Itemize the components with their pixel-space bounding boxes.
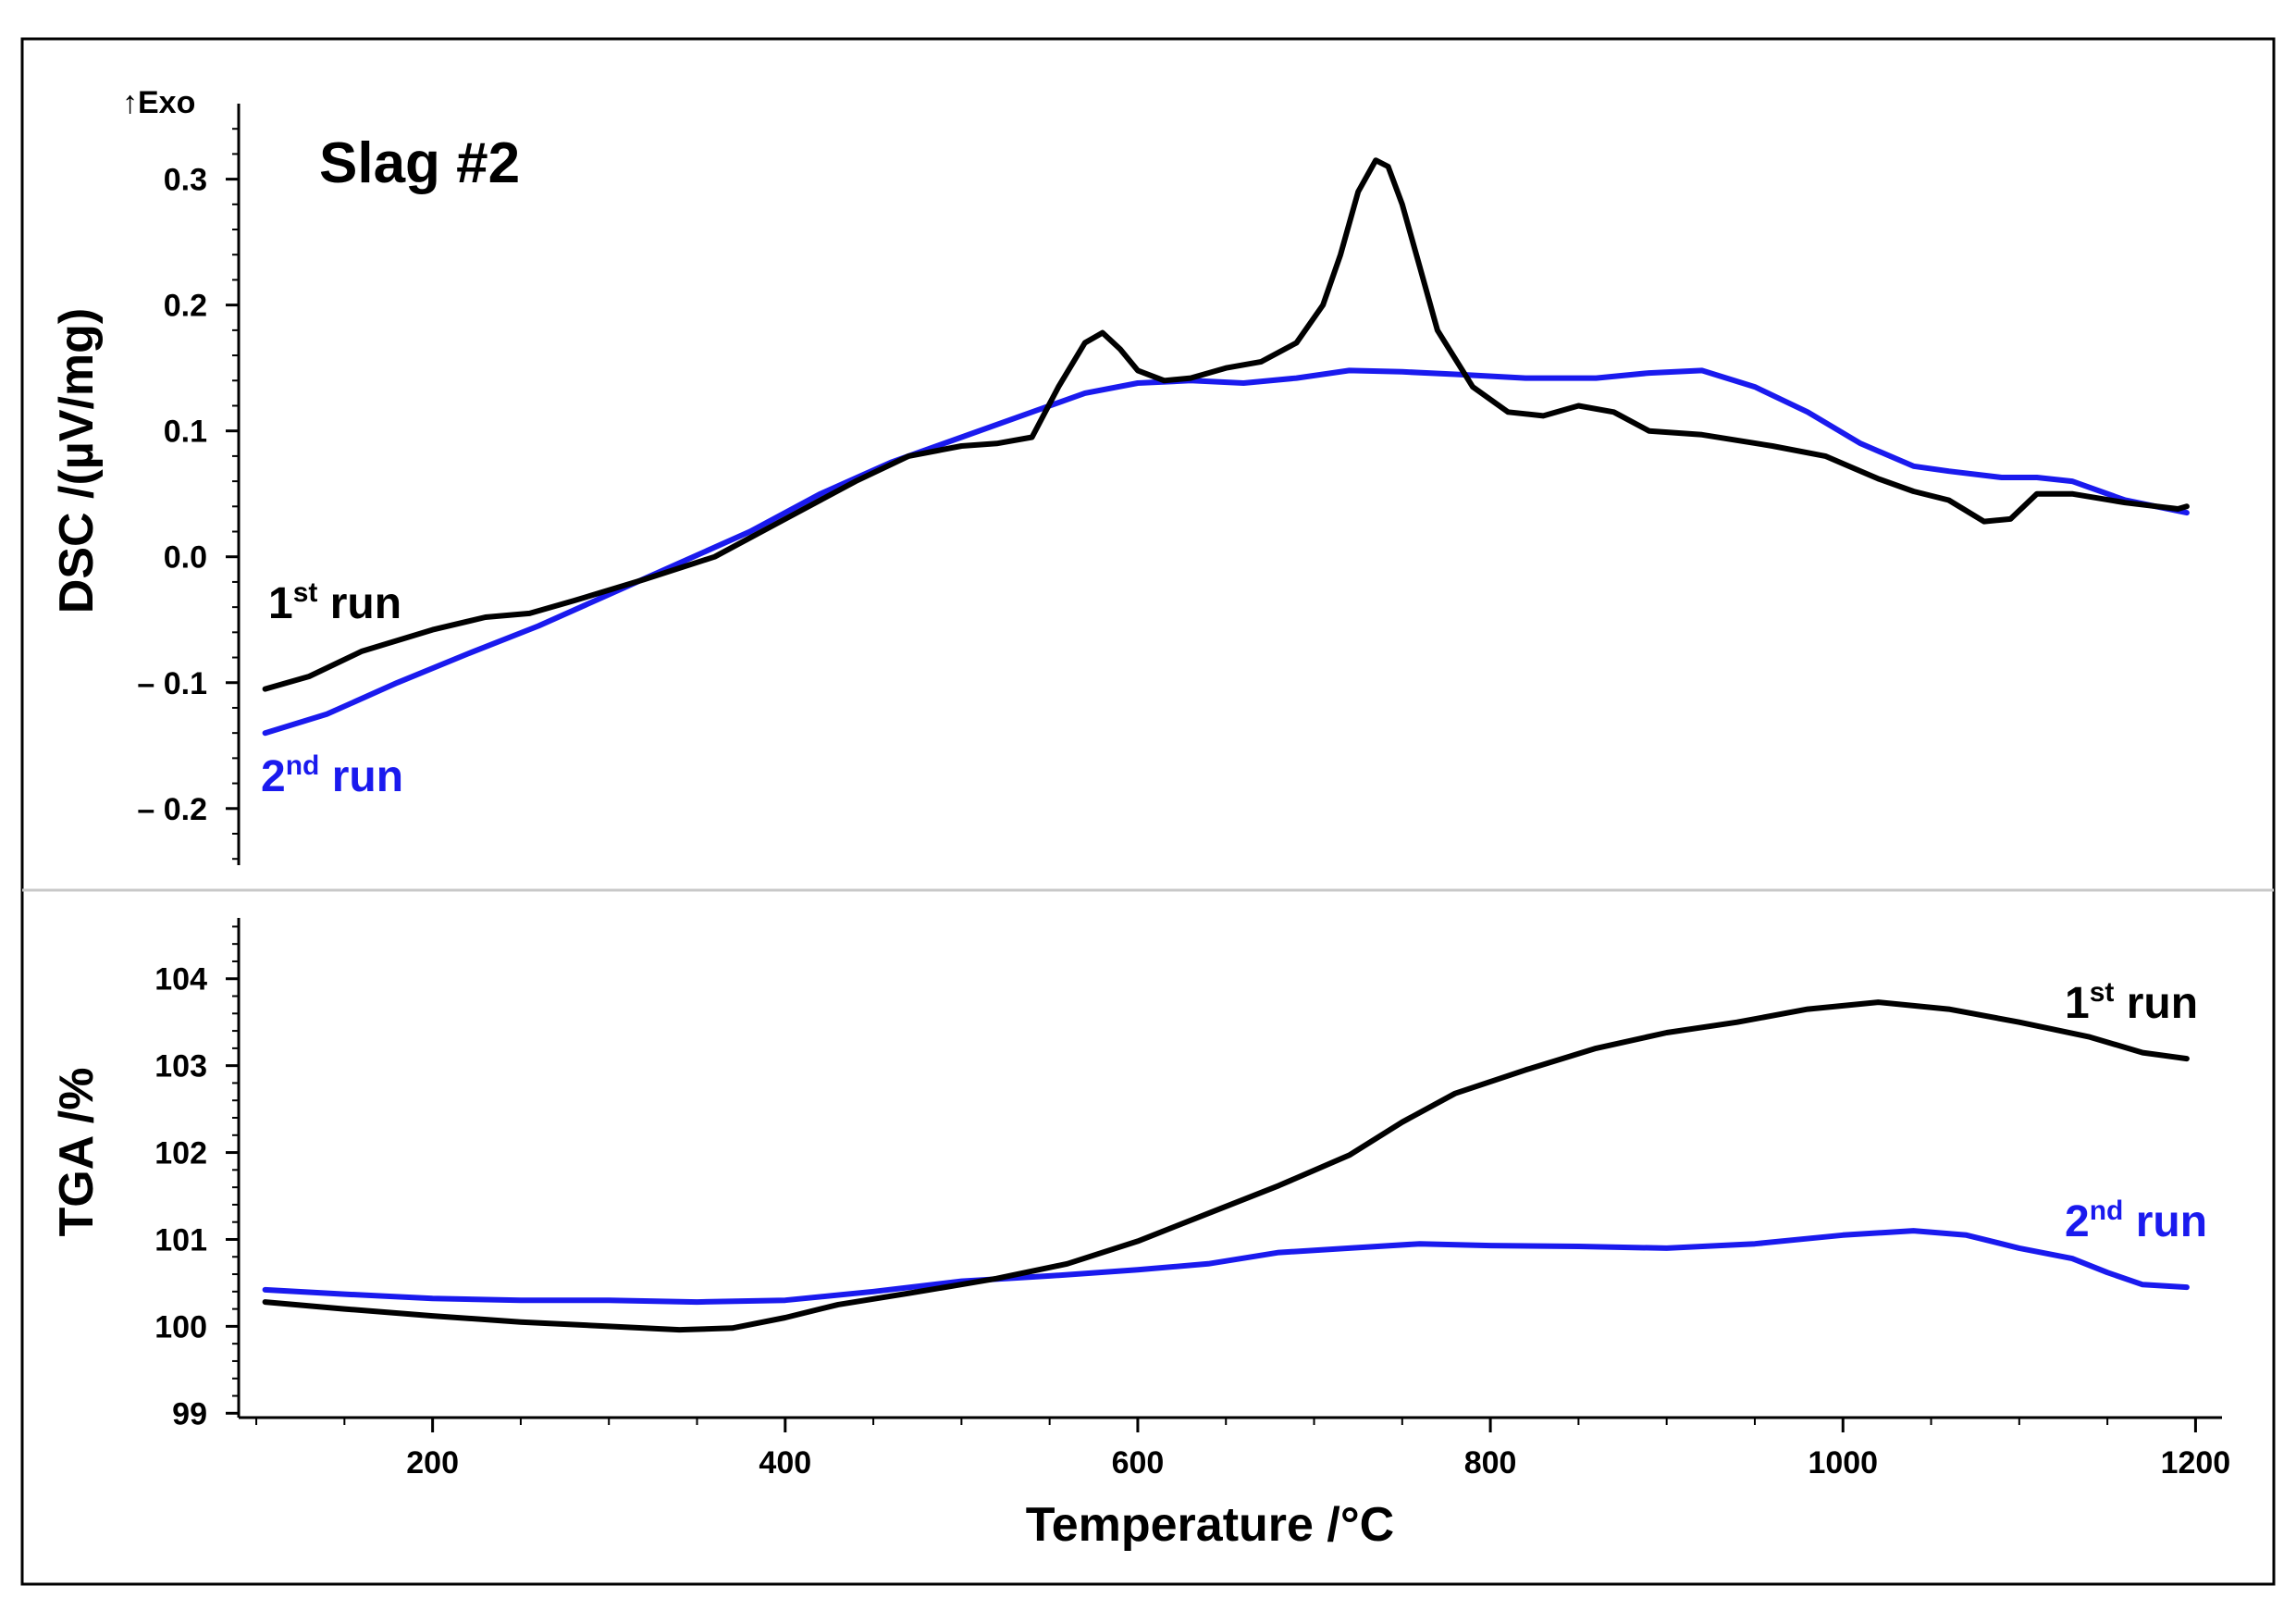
tga-label-1st-run-main: 1 (2065, 979, 2090, 1028)
exo-label: ↑Exo (122, 85, 195, 120)
tga-label-1st-run-sup: st (2090, 977, 2115, 1008)
dsc-label-2nd-run-sup: nd (286, 750, 320, 781)
tga-label-2nd-run: 2nd run (2065, 1196, 2207, 1246)
figure-frame (20, 37, 2276, 1586)
dsc-series-1st-run (262, 157, 2190, 692)
tga-y-tick-labels: 104 103 102 101 100 99 (154, 962, 207, 1432)
tga-y-axis-title: TGA /% (50, 1068, 104, 1237)
tga-y-tick-label: 100 (154, 1309, 207, 1344)
x-axis-title: Temperature /°C (1026, 1498, 1394, 1552)
dsc-y-tick-label: 0.2 (164, 289, 207, 324)
tga-label-1st-run-rest: run (2114, 979, 2198, 1028)
tga-y-tick-label: 99 (172, 1396, 207, 1431)
x-tick-label: 1200 (2161, 1445, 2231, 1481)
dsc-y-tick-label: 0.3 (164, 163, 207, 198)
dsc-y-tick-labels: 0.3 0.2 0.1 0.0 – 0.1 – 0.2 (137, 163, 207, 827)
dsc-label-1st-run: 1st run (268, 577, 401, 628)
dsc-y-major-ticks (226, 178, 239, 811)
dsc-series-2nd-run (262, 367, 2190, 737)
tga-label-2nd-run-rest: run (2123, 1197, 2207, 1246)
dsc-label-1st-run-sup: st (293, 577, 318, 608)
dsc-y-tick-label: 0.0 (164, 540, 207, 576)
x-tick-labels: 200 400 600 800 1000 1200 (406, 1445, 2230, 1481)
x-major-ticks (431, 1418, 2197, 1432)
tga-y-major-ticks (226, 977, 239, 1415)
tga-label-2nd-run-sup: nd (2090, 1196, 2124, 1226)
dsc-y-tick-label: – 0.1 (137, 666, 207, 701)
dsc-y-tick-label: – 0.2 (137, 792, 207, 827)
x-tick-label: 1000 (1808, 1445, 1878, 1481)
x-tick-label: 200 (406, 1445, 459, 1481)
tga-y-tick-label: 101 (154, 1222, 207, 1258)
dsc-y-tick-label: 0.1 (164, 415, 207, 450)
dsc-label-2nd-run-rest: run (319, 752, 403, 801)
x-tick-label: 600 (1112, 1445, 1165, 1481)
tga-series-1st-run (262, 999, 2190, 1333)
dsc-y-axis-title: DSC /(µV/mg) (50, 308, 104, 613)
dsc-label-2nd-run: 2nd run (261, 750, 403, 801)
tga-label-2nd-run-main: 2 (2065, 1197, 2090, 1246)
tga-series-2nd-run (262, 1228, 2190, 1306)
x-tick-label: 800 (1464, 1445, 1517, 1481)
x-tick-label: 400 (759, 1445, 811, 1481)
tga-label-1st-run: 1st run (2065, 977, 2198, 1028)
dsc-label-2nd-run-main: 2 (261, 752, 286, 801)
tga-y-tick-label: 103 (154, 1049, 207, 1084)
dsc-label-1st-run-rest: run (317, 579, 401, 628)
tga-y-tick-label: 102 (154, 1136, 207, 1171)
chart-title: Slag #2 (319, 131, 520, 195)
dsc-label-1st-run-main: 1 (268, 579, 293, 628)
tga-y-tick-label: 104 (154, 962, 207, 997)
